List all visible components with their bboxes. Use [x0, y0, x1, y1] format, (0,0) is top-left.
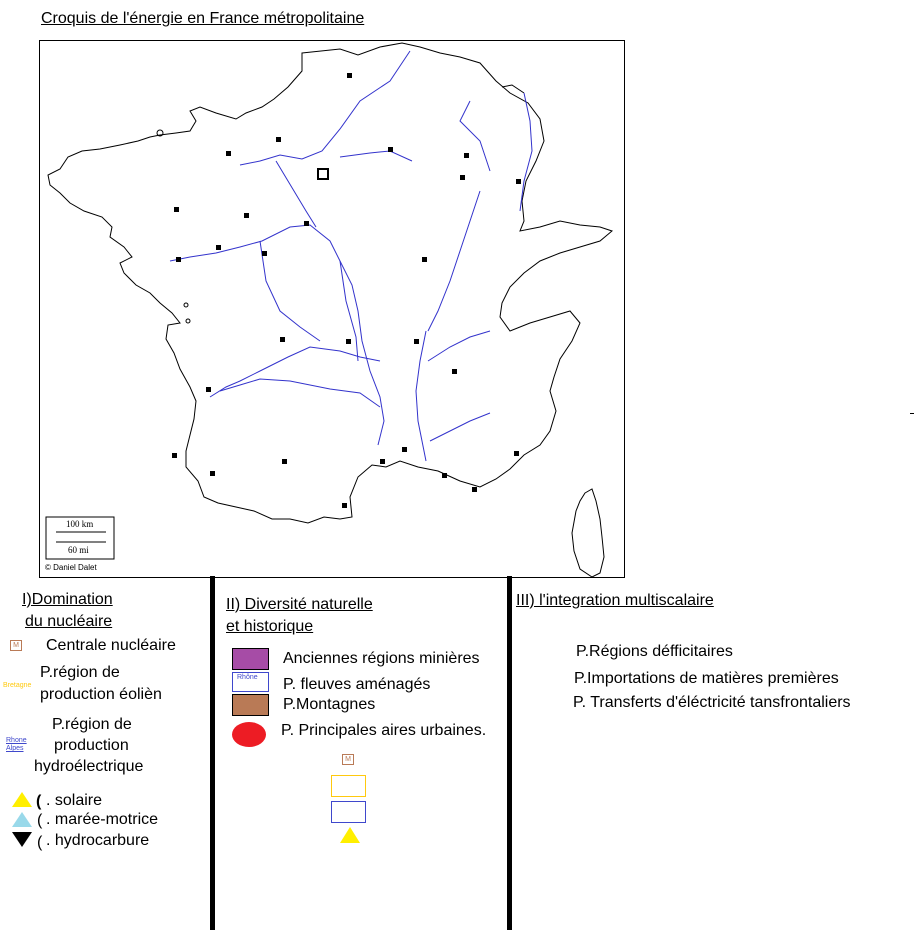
legend-transfers-label: P. Transferts d'éléctricité tansfrontali…	[573, 694, 851, 711]
s1-heading-line1: I)Domination	[22, 591, 113, 608]
hydrocarbon-triangle-icon	[12, 832, 32, 847]
mining-swatch	[232, 648, 269, 670]
legend-hydro-label-1: P.région de	[52, 716, 132, 733]
saone-river	[427, 190, 481, 332]
scale-box	[45, 516, 115, 560]
legend-nuclear-label: Centrale nucléaire	[46, 637, 176, 654]
scale-mi-label: 60 mi	[68, 545, 89, 555]
durance-river	[429, 412, 491, 442]
solar-triangle-icon	[12, 792, 32, 807]
legend-mountains-label: P.Montagnes	[283, 696, 376, 713]
hydro-swatch-text-2: Alpes	[6, 745, 24, 752]
legend-rivers-label: P. fleuves aménagés	[283, 676, 431, 693]
s3-heading: III) l'integration multiscalaire	[516, 592, 714, 609]
spare-nuclear-icon: M	[342, 754, 354, 765]
s2-heading-line1: II) Diversité naturelle	[226, 596, 373, 613]
allier-river	[339, 260, 359, 362]
cities	[172, 73, 521, 508]
legend-hydro-label-3: hydroélectrique	[34, 758, 144, 775]
rivers	[169, 50, 533, 462]
legend-wind-label-1: P.région de	[40, 664, 120, 681]
divider-left	[210, 576, 215, 930]
rivers-swatch-label: Rhône	[237, 674, 258, 681]
nuclear-icon: M	[10, 640, 22, 651]
spare-hydro-swatch	[331, 801, 366, 823]
legend-deficit-label: P.Régions défficitaires	[576, 643, 733, 660]
legend-mining-label: Anciennes régions minières	[283, 650, 480, 667]
legend-urban-label: P. Principales aires urbaines.	[281, 722, 487, 739]
rivers-swatch: Rhône	[232, 672, 269, 692]
france-map: 100 km 60 mi © Daniel Dalet	[39, 40, 625, 578]
legend-hydro-label-2: production	[54, 737, 129, 754]
stray-mark	[910, 413, 914, 414]
wind-region-swatch: Bretagne	[3, 682, 32, 689]
urban-swatch	[232, 722, 266, 747]
meuse-river	[459, 100, 491, 172]
marne-river	[339, 150, 413, 162]
legend-solar-label: . solaire	[46, 792, 103, 809]
hydrocarbon-crescent-icon: (	[37, 834, 43, 851]
s2-heading-line2: et historique	[226, 618, 314, 635]
solar-crescent-icon: (	[36, 793, 42, 810]
scale-km-label: 100 km	[66, 519, 94, 529]
corsica-outline	[571, 488, 605, 577]
legend-imports-label: P.Importations de matières premières	[574, 670, 839, 687]
garonne-river	[209, 346, 381, 398]
paris-marker	[317, 168, 329, 180]
spare-solar-triangle-icon	[340, 827, 360, 843]
s1-heading-line2: du nucléaire	[25, 613, 113, 630]
lot-river	[275, 160, 317, 228]
rhone-river	[415, 330, 427, 462]
tidal-crescent-icon: (	[37, 812, 43, 829]
seine-river	[239, 50, 411, 166]
vienne-river	[259, 240, 321, 342]
spare-solar-triangle	[340, 827, 360, 843]
isere-river	[427, 330, 491, 362]
legend-wind-label-2: production éolièn	[40, 686, 162, 703]
map-title: Croquis de l'énergie en France métropoli…	[41, 10, 365, 27]
map-svg	[45, 42, 614, 577]
dordogne-river	[219, 378, 381, 408]
tidal-triangle-icon	[12, 812, 32, 827]
spare-wind-swatch	[331, 775, 366, 797]
mountains-swatch	[232, 694, 269, 716]
copyright-label: © Daniel Dalet	[45, 563, 97, 572]
hydro-region-swatch: Rhone Alpes	[6, 737, 27, 753]
divider-right	[507, 576, 512, 930]
legend-tidal-label: . marée-motrice	[46, 811, 159, 828]
loire-river	[169, 224, 385, 446]
rhine-river	[519, 92, 533, 212]
france-outline	[47, 42, 614, 524]
s1-triangles	[12, 792, 32, 847]
legend-hydrocarbon-label: . hydrocarbure	[46, 832, 150, 849]
hydro-swatch-text-1: Rhone	[6, 737, 27, 744]
